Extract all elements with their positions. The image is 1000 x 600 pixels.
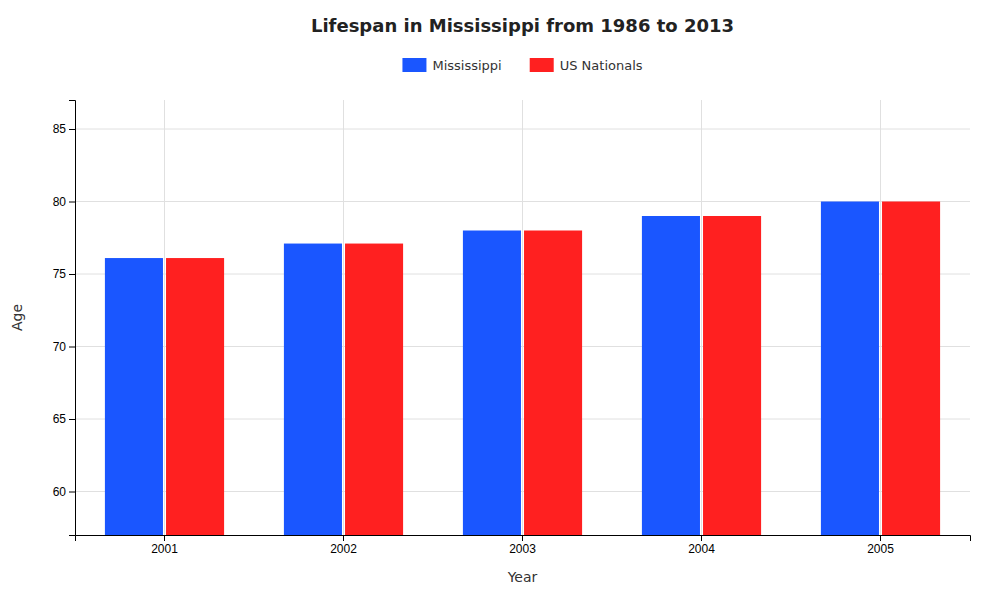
legend-label: Mississippi (432, 58, 501, 73)
x-tick-mark (522, 535, 523, 541)
bars (105, 202, 940, 536)
bar-series (166, 202, 940, 536)
bar (821, 202, 879, 536)
x-tick-label: 2005 (867, 542, 894, 556)
bar (703, 216, 761, 535)
y-tick-label: 80 (53, 195, 67, 209)
x-tick-label: 2001 (151, 542, 178, 556)
bar (882, 202, 940, 536)
y-axis: 60 65 70 75 80 85 (53, 101, 76, 536)
y-tick: 80 (53, 195, 75, 209)
x-axis-title: Year (507, 569, 538, 585)
y-tick-mark (69, 347, 75, 348)
x-grid-line (880, 100, 881, 535)
x-tick-label: 2003 (509, 542, 536, 556)
y-tick-mark (69, 274, 75, 275)
y-tick: 70 (53, 340, 75, 354)
x-tick-mark (880, 535, 881, 541)
y-tick-label: 60 (53, 485, 67, 499)
bar (166, 258, 224, 535)
x-tick-label: 2004 (688, 542, 715, 556)
x-axis: 2001 2002 2003 2004 2005 (76, 535, 971, 556)
bar (524, 231, 582, 536)
y-axis-line (69, 101, 76, 536)
x-tick: 2001 (151, 535, 178, 556)
bar (463, 231, 521, 536)
bar (284, 244, 342, 535)
y-tick-mark (69, 492, 75, 493)
bar (345, 244, 403, 535)
x-grid-line (522, 100, 523, 535)
bar (105, 258, 163, 535)
legend-swatch (530, 58, 554, 72)
bar-series (105, 202, 879, 536)
x-tick: 2004 (688, 535, 715, 556)
chart-container: 60 65 70 75 80 85 2001 2002 2003 2004 2005 Year Age L… (0, 0, 1000, 600)
x-tick-mark (343, 535, 344, 541)
x-tick: 2005 (867, 535, 894, 556)
chart-svg: 60 65 70 75 80 85 2001 2002 2003 2004 2005 Year Age L… (0, 0, 1000, 600)
x-grid-line (164, 100, 165, 535)
legend-swatch (402, 58, 426, 72)
y-tick: 85 (53, 122, 75, 136)
legend-item: US Nationals (530, 58, 643, 73)
x-axis-line (76, 536, 971, 542)
x-tick-mark (701, 535, 702, 541)
y-tick-label: 70 (53, 340, 67, 354)
plot-area: 60 65 70 75 80 85 2001 2002 2003 2004 2005 (53, 100, 971, 556)
chart-title: Lifespan in Mississippi from 1986 to 201… (311, 15, 734, 36)
legend-item: Mississippi (402, 58, 501, 73)
bar (642, 216, 700, 535)
x-grid-line (701, 100, 702, 535)
y-axis-title: Age (9, 304, 25, 331)
x-tick-mark (164, 535, 165, 541)
y-tick: 75 (53, 267, 75, 281)
y-tick-mark (69, 129, 75, 130)
x-tick: 2002 (330, 535, 357, 556)
legend-label: US Nationals (560, 58, 643, 73)
y-tick-label: 75 (53, 267, 67, 281)
x-tick-label: 2002 (330, 542, 357, 556)
y-tick-label: 65 (53, 412, 67, 426)
x-tick: 2003 (509, 535, 536, 556)
legend: Mississippi US Nationals (402, 58, 642, 73)
y-tick-label: 85 (53, 122, 67, 136)
x-grid-line (343, 100, 344, 535)
y-tick: 65 (53, 412, 75, 426)
grid (75, 100, 970, 535)
y-tick-mark (69, 202, 75, 203)
y-tick-mark (69, 419, 75, 420)
y-tick: 60 (53, 485, 75, 499)
